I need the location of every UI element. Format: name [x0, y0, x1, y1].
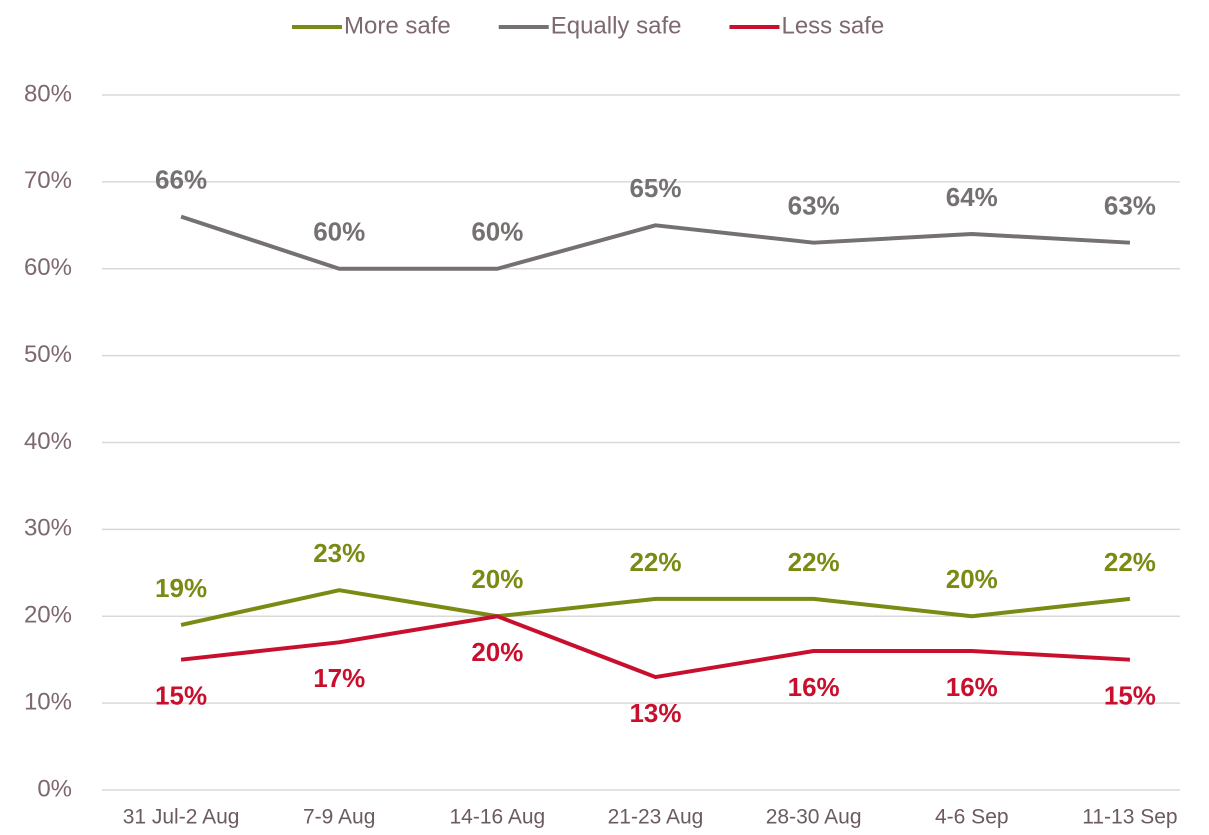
data-label: 60% [471, 217, 523, 247]
series-line [180, 214, 1131, 271]
y-tick-label: 50% [24, 341, 72, 368]
legend-label: Equally safe [551, 12, 682, 39]
data-label: 23% [313, 538, 365, 568]
y-tick-label: 40% [24, 428, 72, 455]
y-tick-label: 20% [24, 602, 72, 629]
data-label: 63% [788, 191, 840, 221]
data-label: 64% [946, 182, 998, 212]
x-tick-label: 7-9 Aug [303, 806, 375, 829]
data-label: 20% [946, 564, 998, 594]
data-label: 22% [788, 547, 840, 577]
x-tick-label: 28-30 Aug [766, 806, 862, 829]
data-label: 65% [629, 173, 681, 203]
y-tick-label: 30% [24, 515, 72, 542]
data-label: 20% [471, 564, 523, 594]
series-line [180, 614, 1131, 680]
series-line [180, 588, 1131, 627]
x-tick-label: 21-23 Aug [608, 806, 704, 829]
data-label: 63% [1104, 191, 1156, 221]
data-label: 15% [1104, 681, 1156, 711]
y-tick-label: 80% [24, 80, 72, 107]
data-label: 60% [313, 217, 365, 247]
y-tick-label: 0% [37, 775, 72, 802]
x-tick-label: 11-13 Sep [1082, 806, 1177, 829]
data-label: 19% [155, 573, 207, 603]
data-label: 66% [155, 165, 207, 195]
legend-label: More safe [344, 12, 451, 39]
data-label: 16% [788, 672, 840, 702]
y-tick-label: 60% [24, 254, 72, 281]
data-label: 17% [313, 663, 365, 693]
x-tick-label: 14-16 Aug [449, 806, 545, 829]
data-label: 20% [471, 637, 523, 667]
y-tick-label: 70% [24, 167, 72, 194]
x-tick-label: 31 Jul-2 Aug [123, 806, 240, 829]
data-label: 16% [946, 672, 998, 702]
data-label: 13% [629, 698, 681, 728]
data-label: 22% [629, 547, 681, 577]
y-tick-label: 10% [24, 688, 72, 715]
data-label: 22% [1104, 547, 1156, 577]
x-tick-label: 4-6 Sep [935, 806, 1009, 829]
data-label: 15% [155, 681, 207, 711]
legend-label: Less safe [781, 12, 884, 39]
